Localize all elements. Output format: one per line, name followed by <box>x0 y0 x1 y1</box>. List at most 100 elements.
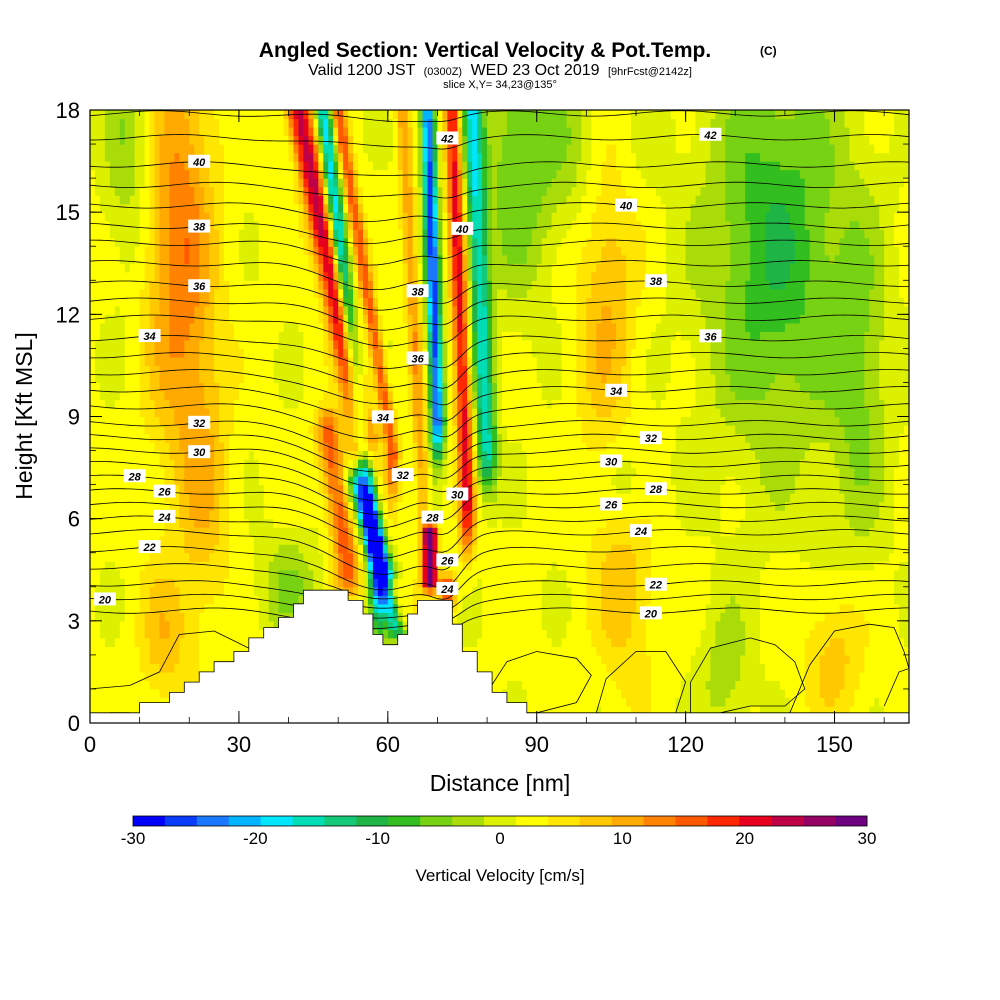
velocity-cell <box>263 510 270 520</box>
velocity-cell <box>288 595 295 605</box>
velocity-cell <box>308 356 314 367</box>
velocity-cell <box>174 663 180 673</box>
velocity-cell <box>248 339 255 349</box>
velocity-cell <box>209 433 215 443</box>
velocity-cell <box>298 510 305 520</box>
velocity-cell <box>253 169 260 179</box>
velocity-cell <box>109 450 116 460</box>
velocity-cell <box>243 203 250 213</box>
velocity-cell <box>363 425 369 435</box>
velocity-cell <box>228 459 235 469</box>
velocity-cell <box>273 569 280 579</box>
velocity-cell <box>179 263 185 273</box>
velocity-cell <box>159 186 166 196</box>
velocity-cell <box>313 271 319 281</box>
velocity-cell <box>318 450 324 460</box>
velocity-cell <box>119 144 126 154</box>
velocity-cell <box>139 671 146 682</box>
velocity-cell <box>407 407 414 418</box>
velocity-cell <box>159 467 166 477</box>
velocity-cell <box>94 356 101 367</box>
velocity-cell <box>392 586 399 596</box>
velocity-cell <box>224 229 230 239</box>
velocity-cell <box>412 595 419 605</box>
velocity-cell <box>139 578 146 588</box>
velocity-cell <box>109 288 116 298</box>
velocity-cell <box>333 314 339 324</box>
velocity-cell <box>427 425 434 435</box>
velocity-cell <box>382 305 389 315</box>
velocity-cell <box>348 407 354 418</box>
velocity-cell <box>214 365 220 375</box>
velocity-cell <box>417 152 424 162</box>
velocity-cell <box>377 390 384 401</box>
velocity-cell <box>174 135 180 145</box>
velocity-cell <box>377 459 384 469</box>
velocity-cell <box>392 501 399 511</box>
velocity-cell <box>119 135 126 145</box>
velocity-cell <box>94 433 101 443</box>
velocity-cell <box>238 561 245 571</box>
velocity-cell <box>263 348 270 358</box>
velocity-cell <box>248 629 255 639</box>
velocity-cell <box>149 110 156 120</box>
velocity-cell <box>194 305 200 315</box>
velocity-cell <box>422 178 429 188</box>
velocity-cell <box>343 399 349 409</box>
velocity-cell <box>90 501 96 511</box>
velocity-cell <box>94 203 101 213</box>
velocity-cell <box>114 416 121 426</box>
velocity-cell <box>412 569 419 579</box>
velocity-cell <box>139 229 146 239</box>
velocity-cell <box>253 271 260 281</box>
velocity-cell <box>273 263 280 273</box>
velocity-cell <box>308 263 314 273</box>
velocity-cell <box>382 637 389 647</box>
velocity-cell <box>318 501 324 511</box>
velocity-cell <box>164 382 171 392</box>
velocity-cell <box>114 110 121 120</box>
velocity-cell <box>109 152 116 162</box>
velocity-cell <box>258 535 265 545</box>
velocity-cell <box>134 637 141 647</box>
velocity-cell <box>367 518 374 528</box>
velocity-cell <box>228 118 235 128</box>
forecast-info: [9hrFcst@2142z] <box>608 66 692 78</box>
velocity-cell <box>372 322 379 332</box>
velocity-cell <box>243 510 250 520</box>
velocity-cell <box>144 322 151 332</box>
velocity-cell <box>417 467 424 477</box>
velocity-cell <box>353 161 359 171</box>
velocity-cell <box>303 229 309 239</box>
velocity-cell <box>308 178 314 188</box>
velocity-cell <box>224 152 230 162</box>
velocity-cell <box>372 144 379 154</box>
velocity-cell <box>224 161 230 171</box>
velocity-cell <box>129 203 136 213</box>
velocity-cell <box>283 578 290 588</box>
velocity-cell <box>219 569 225 579</box>
velocity-cell <box>159 535 166 545</box>
velocity-cell <box>338 135 344 145</box>
velocity-cell <box>417 110 424 120</box>
velocity-cell <box>338 212 344 222</box>
velocity-cell <box>417 203 424 213</box>
velocity-cell <box>174 586 180 596</box>
velocity-cell <box>134 246 141 256</box>
velocity-cell <box>214 569 220 579</box>
velocity-cell <box>313 578 319 588</box>
velocity-cell <box>367 603 374 613</box>
velocity-cell <box>303 569 309 579</box>
velocity-cell <box>248 169 255 179</box>
velocity-cell <box>99 671 106 682</box>
velocity-cell <box>174 246 180 256</box>
velocity-cell <box>278 271 285 281</box>
velocity-cell <box>243 527 250 537</box>
velocity-cell <box>283 476 290 486</box>
velocity-cell <box>124 637 131 647</box>
velocity-cell <box>204 493 210 503</box>
velocity-cell <box>328 518 334 528</box>
velocity-cell <box>94 425 101 435</box>
velocity-cell <box>134 356 141 367</box>
velocity-cell <box>283 263 290 273</box>
